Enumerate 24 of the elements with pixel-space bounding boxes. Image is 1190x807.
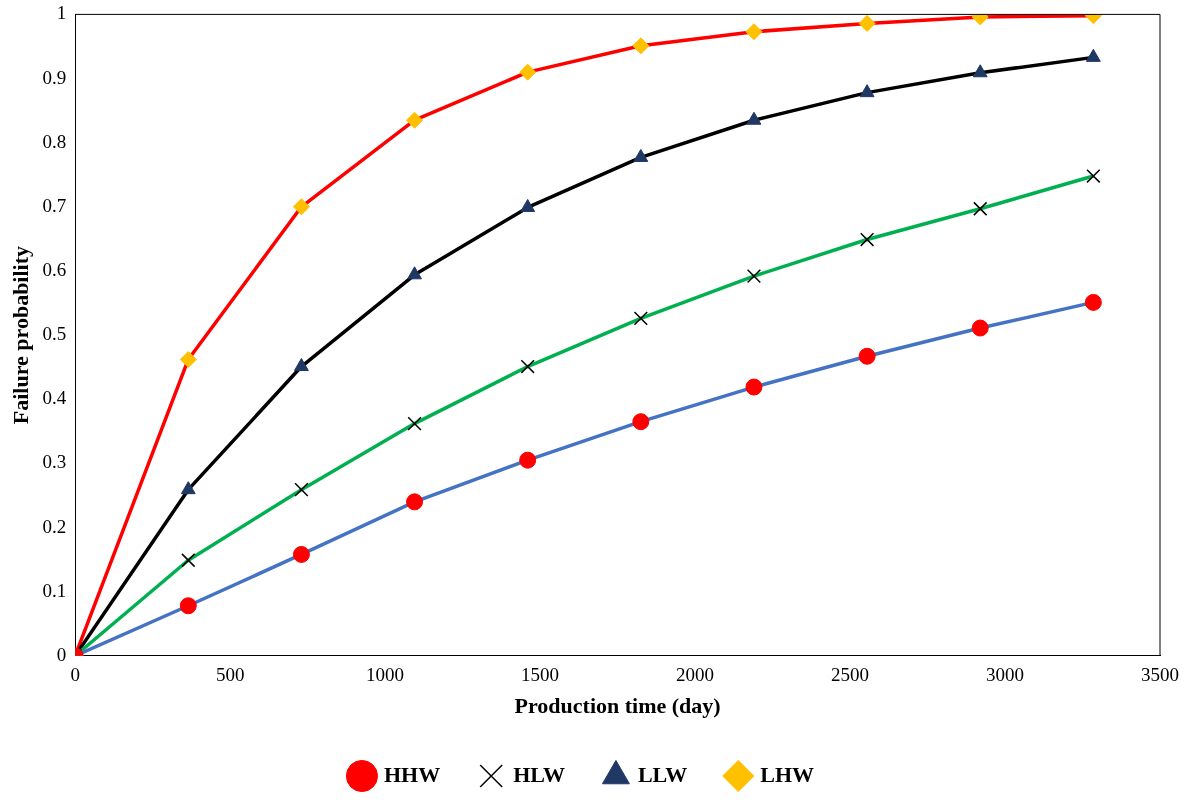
y-tick-label: 0.7 xyxy=(42,194,67,216)
y-tick-label: 0.1 xyxy=(42,579,67,601)
y-tick-label: 0.2 xyxy=(42,515,67,537)
y-tick-label: 0.8 xyxy=(42,130,67,152)
y-tick-label: 0 xyxy=(56,643,67,665)
legend-label: HHW xyxy=(383,761,441,787)
y-tick-label: 0.5 xyxy=(42,323,67,345)
y-tick-label: 0.6 xyxy=(42,258,67,280)
y-tick-label: 1 xyxy=(56,2,67,24)
x-tick-label: 3000 xyxy=(986,664,1025,686)
x-axis-title: Production time (day) xyxy=(514,693,721,719)
x-tick-label: 500 xyxy=(215,664,245,686)
legend-label: LLW xyxy=(637,761,688,787)
x-tick-label: 3500 xyxy=(1141,664,1179,686)
y-tick-label: 0.9 xyxy=(42,66,67,88)
y-tick-label: 0.3 xyxy=(42,451,67,473)
legend-label: LHW xyxy=(760,761,815,787)
x-tick-label: 1500 xyxy=(521,664,560,686)
x-tick-label: 2000 xyxy=(676,664,715,686)
y-tick-label: 0.4 xyxy=(42,387,67,409)
x-tick-label: 1000 xyxy=(366,664,405,686)
legend-label: HLW xyxy=(513,761,565,787)
y-axis-title: Failure probability xyxy=(7,245,33,425)
x-tick-label: 2500 xyxy=(831,664,870,686)
